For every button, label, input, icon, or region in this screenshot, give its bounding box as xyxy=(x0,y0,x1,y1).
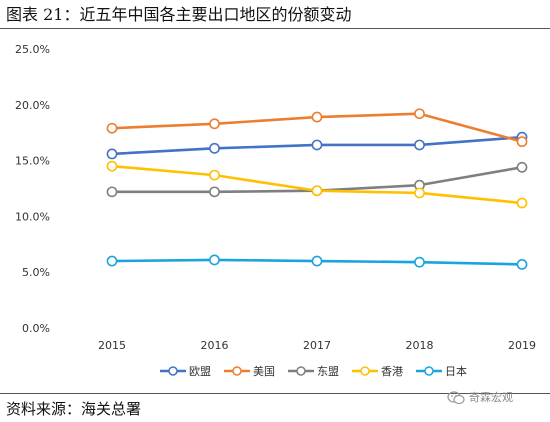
legend-swatch-marker xyxy=(360,366,370,376)
data-point xyxy=(106,160,118,172)
x-tick-label: 2019 xyxy=(508,339,536,352)
y-tick-label: 20.0% xyxy=(15,99,50,112)
data-point xyxy=(516,258,528,270)
x-tick-label: 2016 xyxy=(201,339,229,352)
watermark-text: 奇霖宏观 xyxy=(469,391,513,404)
data-point xyxy=(106,255,118,267)
x-tick-label: 2017 xyxy=(303,339,331,352)
data-point xyxy=(516,136,528,148)
chart-title: 图表 21：近五年中国各主要出口地区的份额变动 xyxy=(6,5,352,24)
source-note: 资料来源：海关总署 xyxy=(6,400,142,418)
legend-swatch-marker xyxy=(168,366,178,376)
data-point xyxy=(209,142,220,154)
data-point xyxy=(209,186,220,198)
legend-swatch-marker xyxy=(296,366,306,376)
data-point xyxy=(414,256,425,268)
y-tick-label: 15.0% xyxy=(15,155,50,168)
y-axis: 0.0% 5.0% 10.0% 15.0% 20.0% 25.0% xyxy=(15,43,50,335)
data-point xyxy=(414,187,425,199)
legend-label: 欧盟 xyxy=(189,365,211,378)
legend-label: 香港 xyxy=(381,365,403,378)
y-tick-label: 5.0% xyxy=(22,266,50,279)
series-line xyxy=(111,164,523,205)
y-tick-label: 0.0% xyxy=(22,322,50,335)
legend-swatch-marker xyxy=(232,366,242,376)
x-tick-label: 2015 xyxy=(98,339,126,352)
top-divider xyxy=(0,28,550,29)
data-point xyxy=(106,148,118,160)
data-point xyxy=(209,254,220,266)
legend: 欧盟 美国 东盟 香港 日本 xyxy=(160,364,467,378)
line-chart: 0.0%5.0%10.0%15.0%20.0%25.0% 2015 2016 201… xyxy=(15,43,536,378)
data-point xyxy=(209,169,220,181)
data-point xyxy=(311,111,323,123)
legend-label: 东盟 xyxy=(317,365,339,378)
watermark: 奇霖宏观 xyxy=(447,387,513,409)
legend-label: 日本 xyxy=(445,364,467,378)
data-point xyxy=(516,161,528,173)
y-tick-label: 10.0% xyxy=(15,210,50,223)
x-tick-label: 2018 xyxy=(406,339,434,352)
data-point xyxy=(516,197,528,209)
data-point xyxy=(311,185,323,197)
data-point xyxy=(311,139,323,151)
x-axis: 2015 2016 2017 2018 2019 xyxy=(98,339,536,352)
data-point xyxy=(414,108,425,120)
wechat-icon xyxy=(447,391,465,405)
series-points xyxy=(106,108,528,270)
legend-swatch-marker xyxy=(424,366,434,376)
data-point xyxy=(209,118,220,130)
bottom-divider xyxy=(0,393,550,394)
legend-label: 美国 xyxy=(253,365,275,378)
data-point xyxy=(106,186,118,198)
y-tick-label: 25.0% xyxy=(15,43,50,56)
data-point xyxy=(311,255,323,267)
data-point xyxy=(106,122,118,134)
data-point xyxy=(414,139,425,151)
